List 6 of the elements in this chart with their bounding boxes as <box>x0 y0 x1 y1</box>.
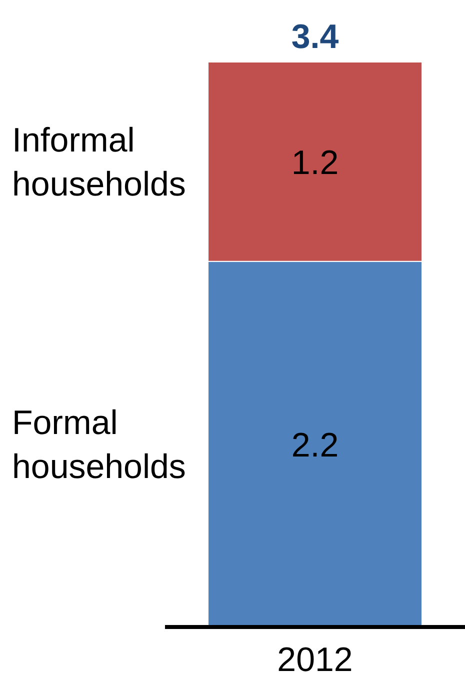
data-label: 2.2 <box>291 426 339 464</box>
data-label: 1.2 <box>291 144 339 182</box>
total-label: 3.4 <box>291 18 339 56</box>
x-tick-label: 2012 <box>277 641 353 680</box>
series-label: Formal households <box>12 404 186 486</box>
series-label: Informal households <box>12 122 186 204</box>
